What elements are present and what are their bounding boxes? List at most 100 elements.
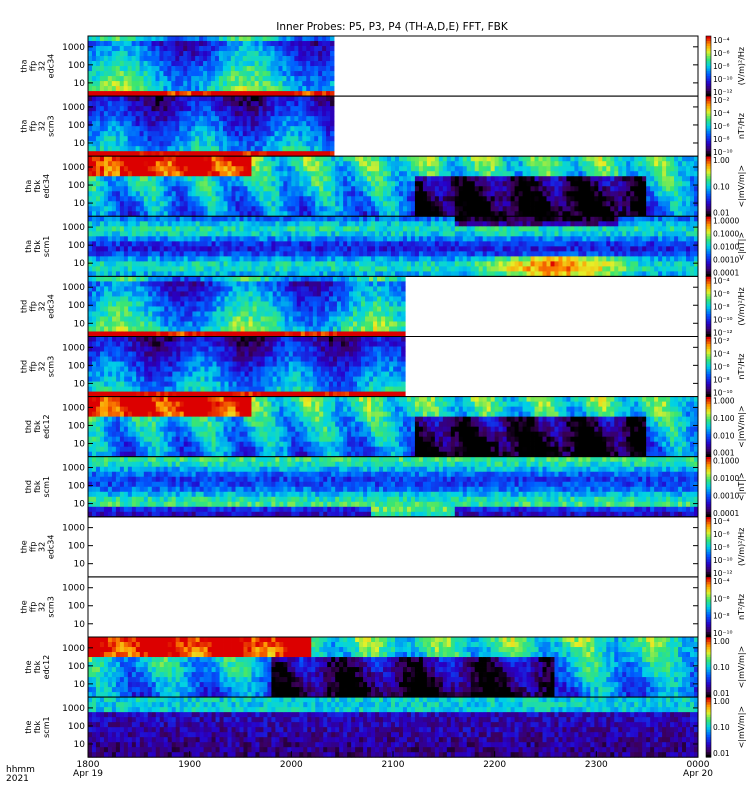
- spectrum-cell: [458, 236, 464, 242]
- spectrum-cell: [594, 261, 599, 267]
- spectrum-cell: [322, 71, 327, 77]
- spectrum-cell: [678, 206, 683, 212]
- spectrum-cell: [119, 41, 125, 47]
- spectrum-cell: [283, 236, 288, 242]
- spectrum-cell: [302, 46, 307, 52]
- spectrum-cell: [670, 161, 675, 167]
- spectrum-cell: [95, 151, 101, 157]
- spectrum-cell: [538, 191, 543, 197]
- spectrum-cell: [330, 61, 335, 67]
- spectrum-cell: [247, 236, 252, 242]
- spectrum-cell: [363, 211, 368, 217]
- spectrum-cell: [582, 166, 587, 172]
- spectrum-cell: [327, 241, 332, 247]
- chart-title: Inner Probes: P5, P3, P4 (TH-A,D,E) FFT,…: [276, 21, 509, 33]
- spectrum-cell: [502, 241, 508, 247]
- spectrum-cell: [171, 36, 176, 42]
- spectrum-cell: [434, 256, 440, 262]
- spectrum-cell: [650, 201, 655, 207]
- spectrum-cell: [470, 236, 476, 242]
- spectrum-cell: [254, 46, 260, 52]
- spectrum-cell: [246, 121, 252, 127]
- spectrum-cell: [258, 76, 264, 82]
- spectrum-cell: [131, 101, 137, 107]
- spectrum-cell: [430, 216, 436, 222]
- spectrum-cell: [578, 226, 583, 232]
- spectrum-cell: [375, 246, 380, 252]
- spectrum-cell: [335, 206, 340, 212]
- spectrum-cell: [426, 246, 432, 252]
- spectrum-cell: [275, 231, 280, 237]
- spectrum-cell: [426, 261, 432, 267]
- spectrum-cell: [127, 226, 133, 232]
- spectrum-cell: [95, 221, 101, 227]
- spectrum-cell: [270, 96, 275, 102]
- spectrum-cell: [339, 206, 344, 212]
- spectrum-cell: [199, 211, 205, 217]
- spectrum-cell: [171, 266, 177, 272]
- spectrum-cell: [367, 176, 372, 182]
- spectrum-cell: [355, 161, 360, 167]
- spectrum-cell: [147, 221, 153, 227]
- spectrum-cell: [163, 161, 169, 167]
- spectrum-cell: [274, 56, 279, 62]
- spectrum-cell: [538, 216, 543, 222]
- spectrum-cell: [318, 66, 323, 72]
- spectrum-cell: [542, 186, 547, 192]
- spectrum-cell: [450, 271, 456, 277]
- spectrum-cell: [662, 181, 667, 187]
- spectrum-cell: [111, 226, 117, 232]
- spectrum-cell: [442, 241, 448, 247]
- spectrum-cell: [211, 186, 216, 192]
- spectrum-cell: [422, 241, 428, 247]
- spectrum-cell: [590, 266, 595, 272]
- spectrum-cell: [402, 201, 408, 207]
- spectrum-cell: [88, 236, 93, 242]
- spectrum-cell: [242, 66, 248, 72]
- spectrum-cell: [127, 196, 133, 202]
- spectrum-cell: [107, 71, 113, 77]
- spectrum-cell: [267, 251, 272, 257]
- spectrum-cell: [566, 236, 571, 242]
- spectrum-cell: [474, 156, 480, 162]
- spectrum-cell: [534, 246, 539, 252]
- spectrum-cell: [490, 266, 496, 272]
- spectrum-cell: [290, 61, 295, 67]
- spectrum-cell: [590, 246, 595, 252]
- spectrum-cell: [410, 176, 416, 182]
- spectrum-cell: [151, 51, 156, 57]
- spectrum-cell: [530, 201, 535, 207]
- spectrum-cell: [534, 241, 539, 247]
- spectrum-cell: [255, 166, 260, 172]
- spectrum-cell: [394, 226, 400, 232]
- spectrum-cell: [175, 136, 180, 142]
- spectrum-cell: [266, 46, 271, 52]
- spectrum-cell: [494, 226, 500, 232]
- spectrum-cell: [359, 176, 364, 182]
- spectrum-cell: [211, 111, 216, 117]
- spectrum-cell: [339, 211, 344, 217]
- spectrum-cell: [274, 121, 279, 127]
- spectrum-cell: [598, 181, 603, 187]
- spectrum-cell: [430, 206, 436, 212]
- spectrum-cell: [159, 121, 164, 127]
- spectrum-cell: [139, 131, 144, 137]
- spectrum-cell: [230, 41, 236, 47]
- spectrum-cell: [618, 166, 623, 172]
- spectrum-cell: [227, 186, 232, 192]
- spectrum-cell: [538, 256, 543, 262]
- spectrum-cell: [686, 196, 691, 202]
- spectrum-cell: [438, 176, 444, 182]
- spectrum-cell: [402, 216, 408, 222]
- spectrum-cell: [298, 36, 303, 42]
- spectrum-cell: [211, 191, 216, 197]
- spectrum-cell: [247, 196, 252, 202]
- spectrum-cell: [274, 136, 279, 142]
- spectrum-cell: [462, 166, 468, 172]
- spectrum-cell: [179, 61, 184, 67]
- spectrum-cell: [686, 156, 691, 162]
- spectrum-cell: [299, 226, 304, 232]
- spectrum-cell: [147, 261, 153, 267]
- spectrum-cell: [299, 176, 304, 182]
- spectrum-cell: [371, 211, 376, 217]
